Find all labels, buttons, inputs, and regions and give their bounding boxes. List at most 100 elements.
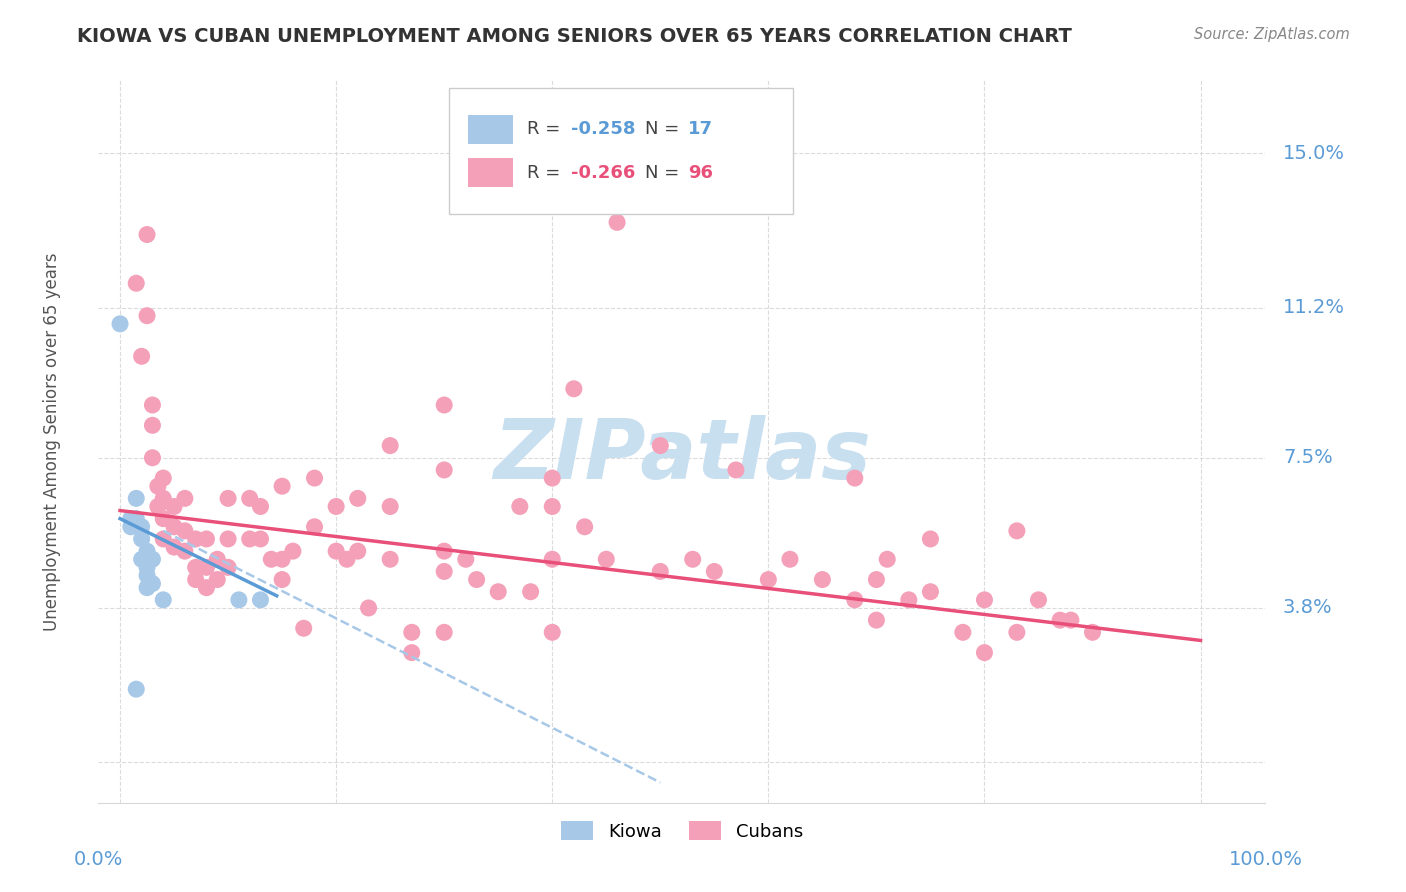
Text: 96: 96 xyxy=(688,164,713,182)
Point xyxy=(378,500,402,514)
Point xyxy=(844,592,866,607)
Point xyxy=(163,500,186,514)
Point xyxy=(433,544,456,558)
Point xyxy=(217,532,239,546)
Text: 11.2%: 11.2% xyxy=(1282,298,1346,317)
Point xyxy=(1081,625,1104,640)
Point xyxy=(486,584,509,599)
Point xyxy=(173,544,195,558)
Point xyxy=(346,544,368,558)
Point xyxy=(433,463,456,477)
Point xyxy=(152,471,174,485)
Point xyxy=(184,560,207,574)
Text: R =: R = xyxy=(527,164,565,182)
Point xyxy=(120,511,142,525)
Point xyxy=(184,532,207,546)
Point xyxy=(562,382,585,396)
Point xyxy=(357,601,380,615)
Point xyxy=(120,520,142,534)
Point xyxy=(973,592,995,607)
Point xyxy=(136,544,159,558)
Text: ZIPatlas: ZIPatlas xyxy=(494,416,870,497)
Point xyxy=(756,573,779,587)
Point xyxy=(141,398,163,412)
Text: N =: N = xyxy=(644,120,685,138)
FancyBboxPatch shape xyxy=(449,87,793,214)
Point xyxy=(378,439,402,453)
Point xyxy=(136,560,159,574)
Point xyxy=(136,309,159,323)
Point xyxy=(207,552,229,566)
Point xyxy=(920,532,942,546)
Point xyxy=(271,552,294,566)
Point xyxy=(454,552,477,566)
Point xyxy=(131,552,153,566)
Point xyxy=(163,520,186,534)
Point xyxy=(146,500,169,514)
Point xyxy=(401,625,423,640)
Point xyxy=(249,500,271,514)
Point xyxy=(163,540,186,554)
Point xyxy=(378,552,402,566)
Point xyxy=(336,552,359,566)
Point xyxy=(1005,524,1028,538)
Point xyxy=(1049,613,1071,627)
Point xyxy=(304,520,326,534)
Point xyxy=(541,471,564,485)
Point xyxy=(595,552,617,566)
Point xyxy=(1060,613,1083,627)
Point xyxy=(239,532,262,546)
Point xyxy=(703,565,725,579)
Text: -0.258: -0.258 xyxy=(571,120,636,138)
Bar xyxy=(468,158,513,187)
Point xyxy=(125,277,148,291)
Point xyxy=(876,552,898,566)
Point xyxy=(1028,592,1050,607)
Point xyxy=(811,573,834,587)
Point xyxy=(271,479,294,493)
Point xyxy=(465,573,488,587)
Point xyxy=(141,576,163,591)
Text: 100.0%: 100.0% xyxy=(1229,850,1302,869)
Point xyxy=(897,592,920,607)
Point xyxy=(136,568,159,582)
Text: Source: ZipAtlas.com: Source: ZipAtlas.com xyxy=(1194,27,1350,42)
Point xyxy=(541,625,564,640)
Point xyxy=(217,491,239,506)
Point xyxy=(779,552,801,566)
Point xyxy=(152,532,174,546)
Point xyxy=(973,646,995,660)
Point xyxy=(865,573,887,587)
Point xyxy=(509,500,531,514)
Text: R =: R = xyxy=(527,120,565,138)
Point xyxy=(304,471,326,485)
Point xyxy=(249,592,271,607)
Point xyxy=(541,552,564,566)
Point xyxy=(195,532,218,546)
Point xyxy=(228,592,250,607)
Point xyxy=(724,463,747,477)
Point xyxy=(606,215,628,229)
Text: 7.5%: 7.5% xyxy=(1282,449,1333,467)
Point xyxy=(184,573,207,587)
Point xyxy=(541,500,564,514)
Point xyxy=(152,491,174,506)
Point xyxy=(401,646,423,660)
Point xyxy=(173,491,195,506)
Point xyxy=(136,227,159,242)
Text: Unemployment Among Seniors over 65 years: Unemployment Among Seniors over 65 years xyxy=(42,252,60,631)
Point xyxy=(207,573,229,587)
Point xyxy=(152,511,174,525)
Point xyxy=(217,560,239,574)
Point xyxy=(125,511,148,525)
Point xyxy=(281,544,304,558)
Point xyxy=(325,544,347,558)
Point xyxy=(433,565,456,579)
Text: 17: 17 xyxy=(688,120,713,138)
Point xyxy=(271,573,294,587)
Point xyxy=(952,625,974,640)
Point xyxy=(1005,625,1028,640)
Text: N =: N = xyxy=(644,164,685,182)
Point xyxy=(141,418,163,433)
Point xyxy=(125,682,148,697)
